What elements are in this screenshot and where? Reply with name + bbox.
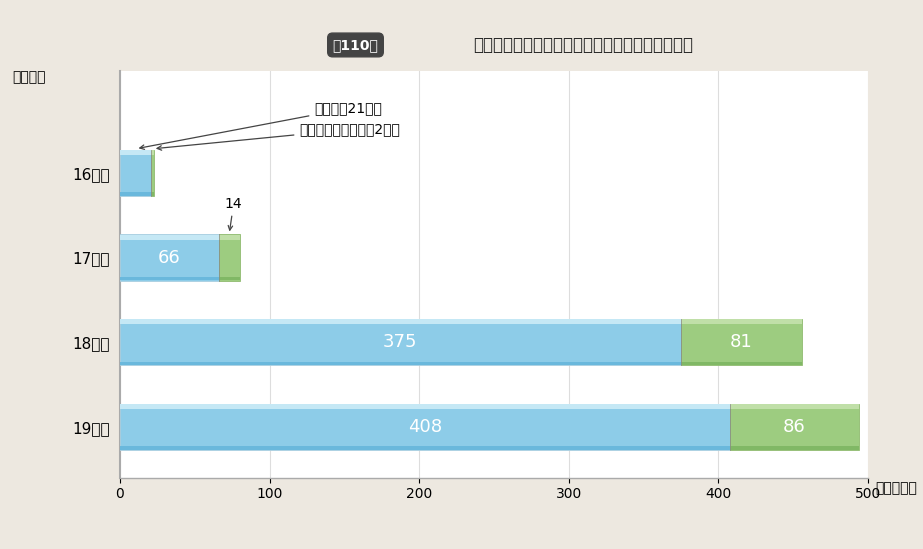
Bar (120, 404, 730, 450)
Bar (151, 192, 154, 196)
Bar (151, 150, 154, 196)
Bar (120, 192, 151, 196)
Text: （事業数）: （事業数） (875, 481, 917, 495)
Bar (120, 277, 219, 281)
Bar (120, 150, 151, 155)
Bar (120, 319, 680, 366)
Bar (680, 319, 802, 366)
Text: 375: 375 (383, 333, 417, 351)
Bar (680, 362, 802, 365)
Bar (120, 404, 730, 409)
Bar (120, 235, 219, 240)
Text: 408: 408 (408, 418, 442, 436)
Bar (120, 150, 151, 196)
Text: 86: 86 (783, 418, 806, 436)
Bar (730, 446, 858, 450)
Bar (120, 234, 219, 281)
Bar (219, 277, 240, 281)
Text: 地方公営企業における指定管理者制度の導入状況: 地方公営企業における指定管理者制度の導入状況 (473, 36, 693, 54)
Text: 81: 81 (730, 333, 752, 351)
Bar (120, 446, 730, 450)
Bar (219, 235, 240, 240)
Text: 都道府県、大都市等2事業: 都道府県、大都市等2事業 (157, 122, 401, 150)
Bar (730, 404, 858, 450)
Bar (730, 404, 858, 409)
Bar (120, 362, 680, 365)
Text: 14: 14 (225, 197, 243, 230)
Bar (680, 320, 802, 324)
Bar (120, 320, 680, 324)
Text: 市町村等21事業: 市町村等21事業 (139, 102, 382, 149)
Text: 第110図: 第110図 (332, 38, 378, 52)
Text: （年度）: （年度） (12, 70, 46, 84)
Bar (219, 234, 240, 281)
Bar (151, 150, 154, 155)
Text: 66: 66 (158, 249, 181, 267)
